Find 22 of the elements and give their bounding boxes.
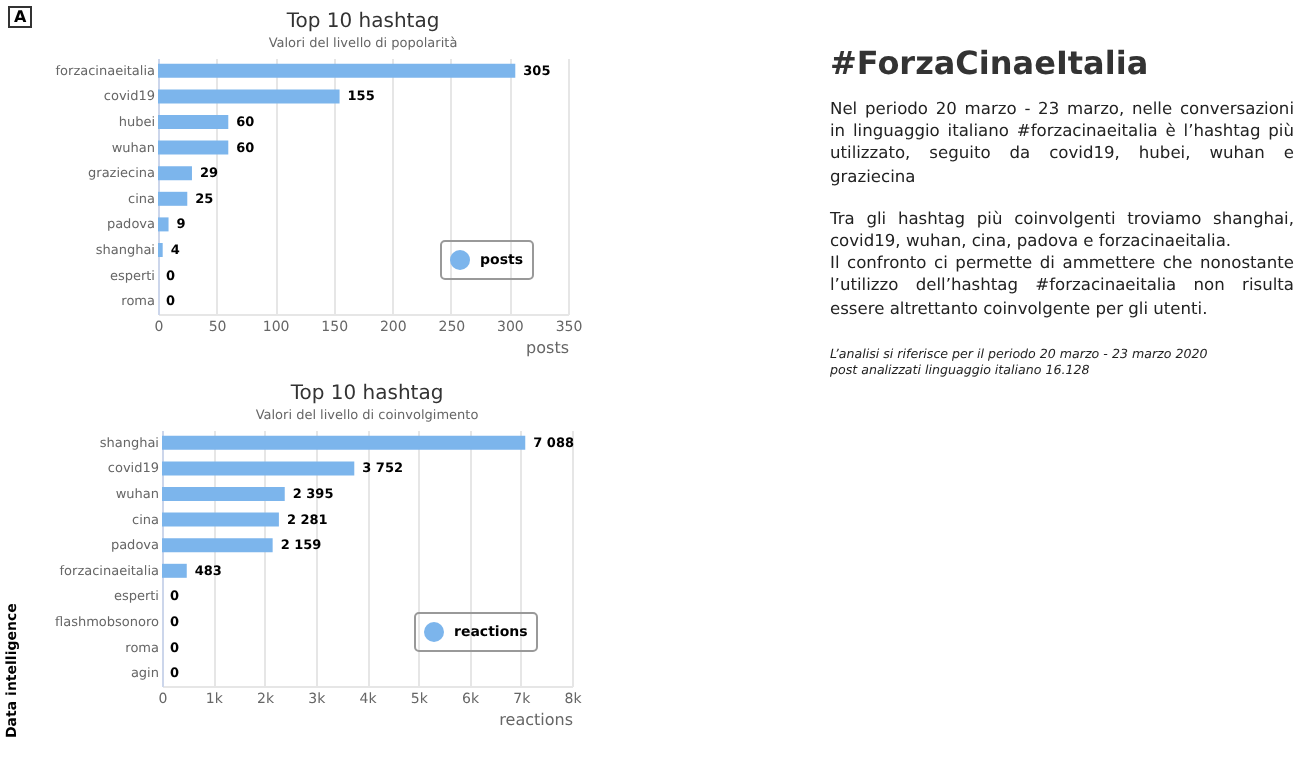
bar xyxy=(158,140,229,155)
bar xyxy=(158,63,516,78)
chart-title: Top 10 hashtag xyxy=(284,11,440,33)
bar xyxy=(162,461,355,476)
text: A xyxy=(8,6,33,28)
bar xyxy=(158,115,229,129)
bar xyxy=(162,435,526,450)
bar xyxy=(158,166,192,181)
bar xyxy=(158,191,188,206)
text: Il confronto ci permette di ammettere che nonostante l’utilizzo dell’hashtag #forzacinaeitalia non risulta essere altrettanto coinvolgente per gli utenti. xyxy=(830,252,1294,320)
bar xyxy=(162,538,273,553)
bar xyxy=(158,217,169,232)
bar xyxy=(162,512,279,527)
bar xyxy=(162,487,285,501)
text: #ForzaCinaeItalia xyxy=(830,44,1151,82)
text: Tra gli hashtag più coinvolgenti troviamo shanghai, covid19, wuhan, cina, padova e forzacinaeitalia. xyxy=(830,207,1294,253)
bar xyxy=(162,563,187,578)
text: Nel periodo 20 marzo - 23 marzo, nelle conversazioni in linguaggio italiano #forzacinaeitalia è l’hashtag più utilizzato, seguito da covid19, hubei, wuhan e graziecina xyxy=(830,98,1294,188)
chart-title: Top 10 hashtag xyxy=(288,383,444,405)
x-axis-title: reactions xyxy=(499,711,573,729)
x-axis-title: posts xyxy=(526,339,569,357)
bar xyxy=(158,89,340,104)
